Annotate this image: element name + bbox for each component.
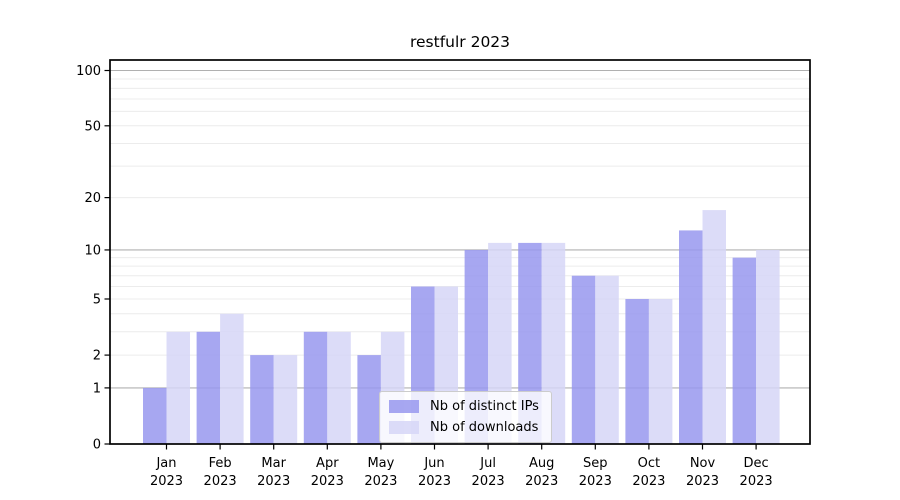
legend-swatch-downloads	[389, 421, 419, 434]
bar-sep-series1	[595, 275, 619, 444]
bar-oct-series1	[648, 298, 673, 444]
bar-sep-series0	[571, 275, 596, 444]
x-tick-label-year: 2023	[632, 474, 665, 489]
x-tick-label-month: Mar	[261, 456, 286, 471]
y-tick-label: 0	[93, 438, 101, 453]
legend-label-downloads: Nb of downloads	[430, 420, 539, 435]
legend: Nb of distinct IPs Nb of downloads	[379, 391, 552, 443]
x-tick-label-year: 2023	[579, 474, 612, 489]
x-tick-label-year: 2023	[257, 474, 290, 489]
legend-swatch-distinct-ips	[389, 400, 419, 413]
bar-mar-series0	[250, 355, 274, 444]
x-tick-label-month: Jan	[155, 456, 176, 471]
x-tick-label-month: Apr	[316, 456, 339, 471]
x-tick-label-month: Nov	[690, 456, 716, 471]
x-tick-label-year: 2023	[364, 474, 397, 489]
bar-nov-series1	[702, 210, 726, 444]
plot-frame	[109, 59, 811, 445]
x-tick-label-year: 2023	[740, 474, 773, 489]
y-tick-label: 10	[84, 243, 101, 258]
x-tick-label-month: Oct	[638, 456, 660, 471]
x-tick-label-month: Dec	[744, 456, 769, 471]
x-tick-label-year: 2023	[686, 474, 719, 489]
bar-dec-series0	[732, 257, 757, 444]
x-tick-label-month: Sep	[583, 456, 608, 471]
y-tick-label: 2	[93, 349, 101, 364]
bar-oct-series0	[625, 298, 649, 444]
legend-item-downloads: Nb of downloads	[389, 420, 539, 435]
y-tick-label: 100	[76, 64, 101, 79]
x-tick-label-year: 2023	[150, 474, 183, 489]
bar-nov-series0	[679, 230, 703, 444]
x-tick-label-month: Jun	[423, 456, 444, 471]
bar-jan-series0	[143, 387, 167, 444]
y-tick-label: 1	[93, 381, 101, 396]
bar-feb-series1	[220, 313, 244, 444]
x-tick-label-year: 2023	[525, 474, 558, 489]
bar-feb-series0	[196, 331, 221, 444]
y-tick-label: 50	[84, 119, 101, 134]
x-tick-label-month: Feb	[209, 456, 232, 471]
y-tick-label: 5	[93, 292, 101, 307]
x-tick-label-month: May	[367, 456, 394, 471]
x-tick-label-year: 2023	[472, 474, 505, 489]
legend-item-distinct-ips: Nb of distinct IPs	[389, 399, 539, 414]
x-tick-label-year: 2023	[418, 474, 451, 489]
chart-title: restfulr 2023	[409, 33, 511, 51]
bar-apr-series0	[303, 331, 328, 444]
legend-label-distinct-ips: Nb of distinct IPs	[430, 399, 539, 414]
x-tick-label-year: 2023	[204, 474, 237, 489]
bar-mar-series1	[273, 355, 298, 444]
x-tick-label-month: Jul	[479, 456, 496, 471]
x-tick-label-year: 2023	[311, 474, 344, 489]
bar-dec-series1	[756, 249, 780, 444]
bar-may-series0	[357, 355, 381, 444]
bar-apr-series1	[327, 331, 351, 444]
bar-jan-series1	[166, 331, 190, 444]
y-tick-label: 20	[84, 191, 101, 206]
x-tick-label-month: Aug	[529, 456, 554, 471]
